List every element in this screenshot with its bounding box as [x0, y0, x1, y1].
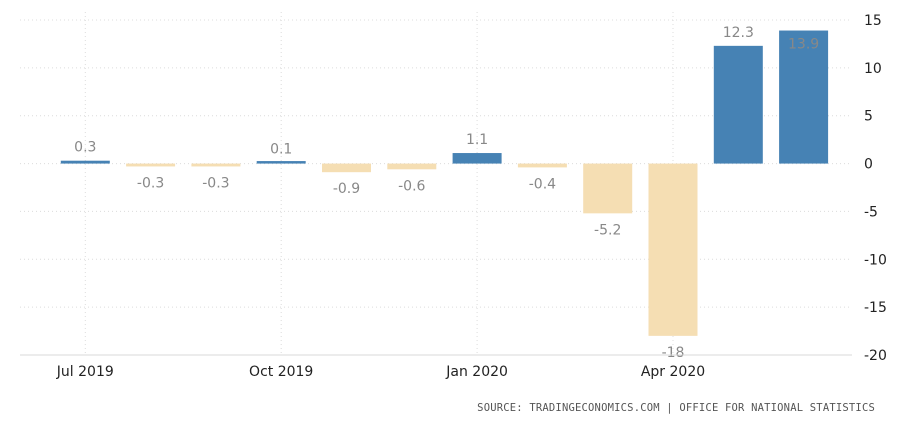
data-label: -0.3 [137, 175, 164, 191]
bar [191, 163, 241, 167]
bar [60, 160, 110, 164]
data-label: 1.1 [466, 132, 488, 148]
y-axis: 15 10 5 0 -5 -10 -15 -20 [864, 13, 887, 364]
y-tick-label: 0 [864, 157, 873, 173]
y-tick-label: 15 [864, 13, 882, 29]
bar [779, 30, 829, 164]
data-label: 13.9 [788, 37, 819, 53]
bar [517, 163, 567, 168]
data-label: -0.9 [333, 181, 360, 197]
bar [713, 45, 763, 164]
y-tick-label: -10 [864, 252, 887, 268]
bar [452, 153, 502, 164]
data-label: -5.2 [594, 222, 621, 238]
x-tick-label: Oct 2019 [249, 364, 313, 380]
data-label: 0.3 [74, 140, 96, 156]
bar [322, 163, 371, 173]
bar [648, 163, 698, 336]
data-labels: 0.3 -0.3 -0.3 0.1 -0.9 -0.6 1.1 -0.4 -5.2 -18 12.3… [74, 25, 819, 361]
source-note: SOURCE: TRADINGECONOMICS.COM | OFFICE FO… [477, 402, 875, 414]
x-axis: Jul 2019 Oct 2019 Jan 2020 Apr 2020 [20, 354, 852, 380]
x-tick-label: Jan 2020 [445, 364, 508, 380]
bars [60, 30, 829, 336]
data-label: -18 [662, 345, 685, 361]
data-label: 0.1 [270, 142, 292, 158]
y-tick-label: -15 [864, 300, 887, 316]
data-label: -0.3 [202, 175, 229, 191]
x-tick-label: Apr 2020 [641, 364, 705, 380]
y-tick-label: 5 [864, 109, 873, 125]
bar [126, 163, 176, 167]
data-label: -0.6 [398, 178, 425, 194]
y-tick-label: -20 [864, 348, 887, 364]
bar [256, 161, 306, 164]
data-label: 12.3 [723, 25, 754, 41]
data-label: -0.4 [529, 176, 556, 192]
bar [387, 163, 437, 170]
y-tick-label: -5 [864, 204, 878, 220]
y-tick-label: 10 [864, 61, 882, 77]
bar [583, 163, 633, 214]
x-tick-label: Jul 2019 [56, 364, 114, 380]
